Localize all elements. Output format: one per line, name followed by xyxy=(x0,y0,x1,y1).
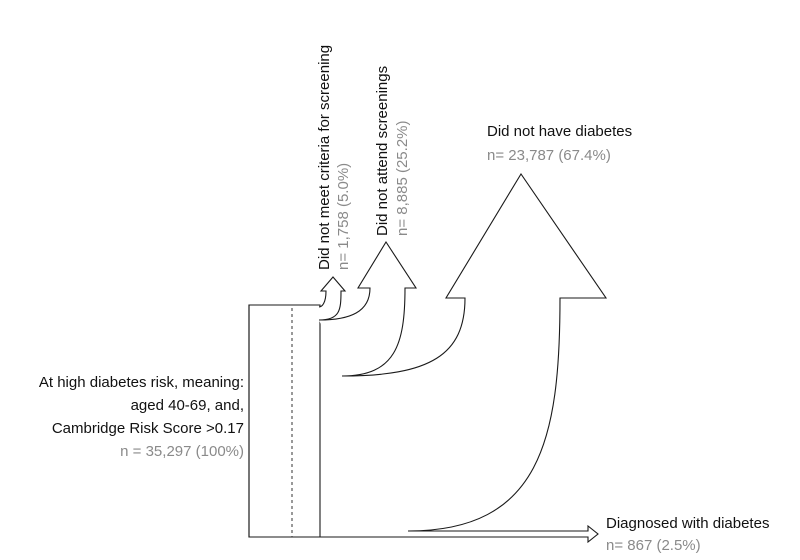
not-attend-label: Did not attend screenings xyxy=(374,66,391,236)
source-edge xyxy=(248,304,408,538)
flow-not-attend xyxy=(318,240,418,377)
diabetes-count: n= 867 (2.5%) xyxy=(606,537,701,554)
flow-no-diabetes xyxy=(341,172,608,532)
flow-diabetes xyxy=(408,524,599,544)
source-block xyxy=(248,304,321,538)
not-eligible-label: Did not meet criteria for screening xyxy=(316,45,333,270)
source-label-line-1: At high diabetes risk, meaning: xyxy=(39,374,244,391)
not-attend-count: n= 8,885 (25.2%) xyxy=(394,120,411,236)
flow-not-eligible xyxy=(318,276,347,321)
not-eligible-count: n= 1,758 (5.0%) xyxy=(335,163,352,270)
no-diabetes-count: n= 23,787 (67.4%) xyxy=(487,147,611,164)
source-count: n = 35,297 (100%) xyxy=(120,443,244,460)
no-diabetes-label: Did not have diabetes xyxy=(487,123,632,140)
diabetes-label: Diagnosed with diabetes xyxy=(606,515,769,532)
source-label-line-2: aged 40-69, and, xyxy=(131,397,244,414)
source-label-line-3: Cambridge Risk Score >0.17 xyxy=(52,420,244,437)
